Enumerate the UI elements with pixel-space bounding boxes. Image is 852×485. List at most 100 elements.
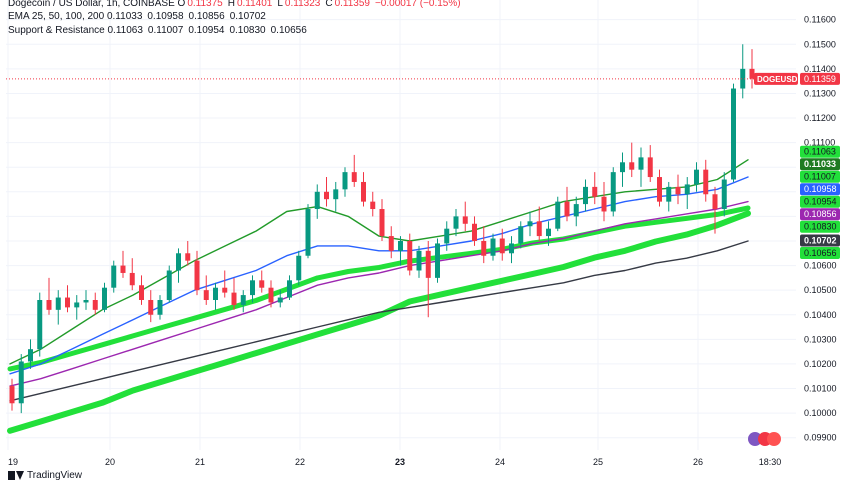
- candle-body: [296, 255, 302, 281]
- candle-body: [185, 253, 191, 261]
- candle-body: [277, 297, 283, 303]
- candle-body: [629, 162, 635, 170]
- candle-body: [194, 260, 200, 291]
- candle-body: [120, 265, 126, 273]
- news-icon[interactable]: [767, 432, 781, 446]
- price-label-bg: [800, 220, 840, 233]
- price-label: 0.10656: [804, 248, 837, 258]
- x-tick-label: 25: [593, 457, 603, 467]
- candle-body: [435, 243, 440, 278]
- y-tick-label: 0.09900: [804, 433, 837, 443]
- price-label-bg: [800, 208, 840, 221]
- candle-body: [83, 300, 89, 303]
- candle-body: [305, 209, 311, 256]
- candle-body: [129, 272, 135, 286]
- x-tick-label: 26: [693, 457, 703, 467]
- candle-body: [268, 287, 274, 303]
- candle-body: [675, 186, 681, 195]
- price-label: 0.10856: [804, 209, 837, 219]
- price-label-bg: [800, 170, 840, 183]
- tradingview-icon: [8, 471, 24, 480]
- candle-body: [453, 216, 459, 229]
- candle-body: [703, 169, 709, 195]
- x-tick-label: 24: [495, 457, 505, 467]
- y-tick-label: 0.11400: [804, 64, 836, 74]
- candle-body: [647, 157, 653, 178]
- ema-value: 0.11033: [106, 11, 143, 22]
- y-tick-label: 0.10300: [804, 334, 837, 344]
- candle-body: [601, 196, 607, 212]
- candle-body: [250, 280, 255, 296]
- sr-value: 0.10830: [229, 25, 266, 36]
- candle-body: [694, 169, 699, 185]
- candle-body: [731, 88, 736, 180]
- candle-body: [314, 191, 320, 210]
- x-tick-label: 21: [195, 457, 205, 467]
- candle-body: [555, 201, 561, 229]
- candle-body: [259, 280, 265, 288]
- y-tick-label: 0.11600: [804, 15, 836, 25]
- candle-body: [509, 243, 514, 254]
- x-tick-label: 22: [295, 457, 305, 467]
- y-tick-label: 0.11500: [804, 39, 836, 49]
- last-price-badge-bg: [800, 72, 840, 85]
- candle-body: [46, 300, 52, 310]
- candle-body: [583, 186, 588, 205]
- candle-body: [398, 240, 403, 251]
- ohlc-key: L: [277, 0, 283, 9]
- ema-legend[interactable]: EMA 25, 50, 100, 200 0.11033 0.10958 0.108…: [8, 10, 271, 24]
- candle-body: [592, 186, 598, 197]
- candle-body: [684, 184, 690, 195]
- symbol-title: Dogecoin / US Dollar, 1h, COINBASE: [8, 0, 175, 9]
- ohlc-values: O 0.11375 H 0.11401 L 0.11323 C 0.11359 −0.00017…: [178, 0, 466, 9]
- price-label: 0.10702: [804, 235, 837, 245]
- last-price-label: 0.11359: [804, 74, 836, 84]
- ohlc-legend: Dogecoin / US Dollar, 1h, COINBASE O 0.11…: [8, 0, 466, 11]
- candle-body: [425, 250, 431, 278]
- support-band-lower: [7, 210, 751, 434]
- x-tick-label: 23: [395, 457, 405, 467]
- candle-body: [111, 265, 117, 288]
- y-tick-label: 0.11200: [804, 113, 836, 123]
- candle-body: [749, 68, 755, 79]
- candle-body: [324, 191, 329, 200]
- price-label-bg: [800, 158, 840, 171]
- y-tick-label: 0.10600: [804, 261, 837, 271]
- candle-body: [462, 216, 468, 224]
- price-label: 0.11033: [804, 159, 836, 169]
- candle-body: [37, 300, 43, 350]
- sr-value: 0.11063: [107, 25, 143, 36]
- price-label-bg: [800, 183, 840, 196]
- candle-body: [444, 228, 450, 244]
- y-tick-label: 0.10000: [804, 408, 837, 418]
- ohlc-key: O: [177, 0, 186, 9]
- candle-body: [610, 172, 616, 212]
- tradingview-logo[interactable]: TradingView: [8, 470, 82, 481]
- candle-body: [536, 221, 542, 237]
- candle-body: [342, 172, 348, 190]
- y-tick-label: 0.10500: [804, 285, 837, 295]
- sr-legend[interactable]: Support & Resistance 0.11063 0.11007 0.109…: [8, 24, 312, 38]
- ohlc-value: 0.11401: [236, 0, 273, 9]
- price-label-bg: [800, 234, 840, 247]
- candle-body: [18, 361, 24, 404]
- candle-body: [499, 238, 505, 254]
- ohlc-value: 0.11359: [334, 0, 370, 9]
- candle-body: [361, 181, 366, 202]
- candle-body: [407, 240, 413, 271]
- candle-body: [92, 300, 98, 310]
- candle-body: [721, 179, 727, 210]
- ema-values: 0.11033 0.10958 0.10856 0.10702: [107, 11, 271, 22]
- y-tick-label: 0.11100: [804, 138, 835, 148]
- ema-value: 0.10702: [229, 11, 266, 22]
- candle-body: [370, 201, 376, 210]
- y-tick-label: 0.10200: [804, 359, 837, 369]
- candle-body: [416, 250, 422, 271]
- change-value: −0.00017 (−0.15%): [374, 0, 461, 9]
- candle-body: [712, 194, 718, 210]
- price-label: 0.10958: [804, 184, 837, 194]
- ohlc-value: 0.11375: [187, 0, 223, 9]
- candle-body: [388, 236, 394, 251]
